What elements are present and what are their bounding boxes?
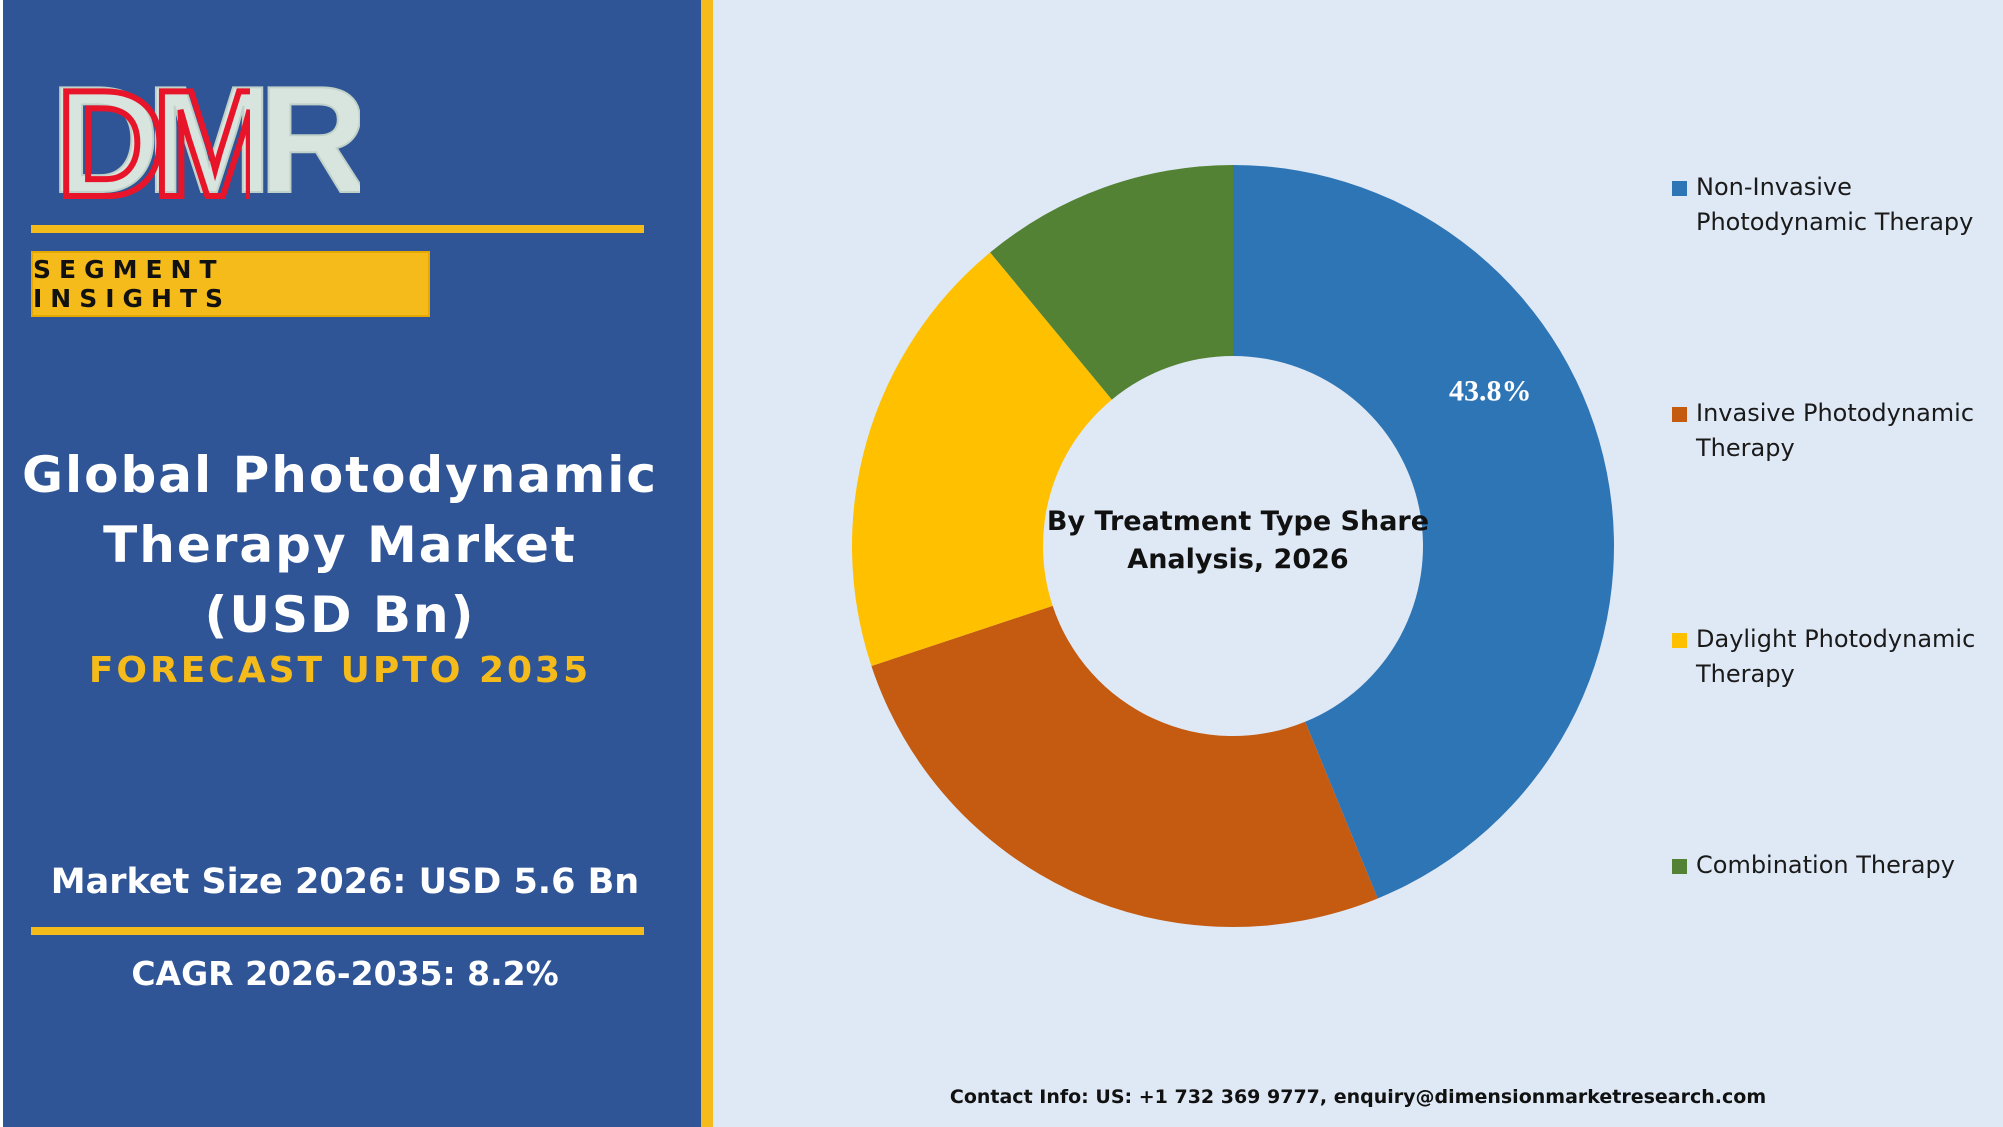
legend-label-4: Combination Therapy [1696, 851, 1955, 879]
left-panel [3, 0, 701, 1127]
donut-data-labels: 43.8% [1449, 375, 1532, 408]
legend-label-2: Invasive Photodynamic Therapy [1696, 399, 1975, 462]
donut-slices [852, 165, 1614, 927]
bottom-gold-rule [31, 927, 644, 935]
legend-swatch-3 [1672, 633, 1687, 648]
cagr-label: CAGR 2026-2035: 8.2% [131, 954, 559, 993]
forecast-label: FORECAST UPTO 2035 [88, 650, 592, 691]
contact-info: Contact Info: US: +1 732 369 9777, enqui… [949, 1086, 1767, 1108]
donut-slice-3 [852, 252, 1112, 667]
legend-swatch-2 [1672, 407, 1687, 422]
divider-stripe [701, 0, 713, 1127]
legend-swatch-4 [1672, 859, 1687, 874]
dmr-logo: DMR DMR [50, 70, 360, 200]
data-label-1: 43.8% [1449, 375, 1532, 408]
segment-insights-badge: SEGMENT INSIGHTS [31, 251, 430, 317]
segment-insights-label: SEGMENT INSIGHTS [33, 255, 232, 313]
top-gold-rule [31, 225, 644, 233]
donut-slice-1 [1233, 165, 1614, 899]
legend-label-3: Daylight Photodynamic Therapy [1696, 625, 1976, 688]
svg-text:DMR: DMR [50, 70, 360, 200]
chart-title-line-2: Analysis, 2026 [1127, 544, 1348, 575]
market-size-label: Market Size 2026: USD 5.6 Bn [50, 862, 640, 902]
donut-slice-4 [990, 165, 1233, 400]
svg-text:DMR: DMR [56, 70, 360, 200]
legend-swatch-1 [1672, 181, 1687, 196]
donut-slice-2 [871, 605, 1378, 927]
page-title: Global Photodynamic Therapy Market (USD … [21, 446, 659, 644]
chart-title-line-1: By Treatment Type Share [1047, 506, 1429, 537]
legend-label-1: Non-Invasive Photodynamic Therapy [1696, 173, 1974, 236]
